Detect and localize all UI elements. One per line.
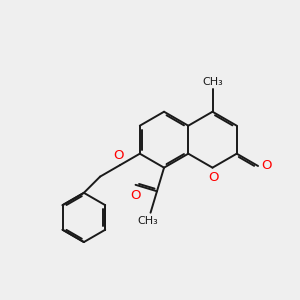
Text: CH₃: CH₃ [202, 77, 223, 87]
Text: O: O [113, 149, 124, 162]
Text: O: O [262, 160, 272, 172]
Text: O: O [130, 189, 141, 202]
Text: O: O [208, 171, 219, 184]
Text: CH₃: CH₃ [138, 216, 159, 226]
